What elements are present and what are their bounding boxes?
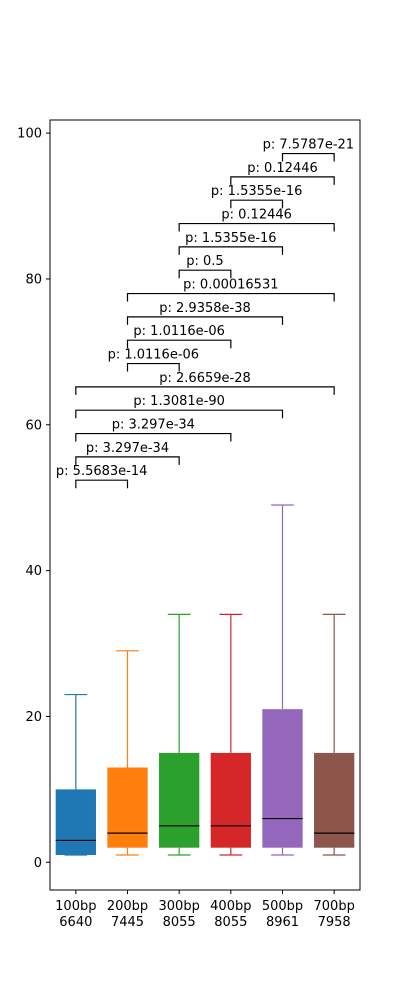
significance-bracket: [75, 409, 284, 419]
significance-bracket: [75, 479, 129, 489]
p-value-label: p: 1.3081e-90: [133, 394, 224, 409]
p-value-label: p: 5.5683e-14: [56, 464, 147, 479]
box-200bp: [107, 767, 148, 848]
x-tick-count-label: 8961: [266, 915, 299, 930]
p-value-label: p: 0.12446: [247, 161, 318, 176]
y-tick-label: 60: [25, 418, 42, 433]
x-tick-count-label: 7958: [318, 915, 351, 930]
x-tick-label: 200bp: [107, 899, 148, 914]
p-value-label: p: 1.0116e-06: [108, 348, 199, 363]
significance-bracket: [230, 176, 335, 185]
significance-bracket: [230, 199, 284, 209]
x-tick-label: 400bp: [210, 899, 251, 914]
p-value-label: p: 7.5787e-21: [263, 138, 354, 153]
y-tick-label: 0: [34, 856, 42, 871]
p-value-label: p: 3.297e-34: [112, 418, 195, 433]
box-layer: [55, 504, 355, 856]
x-tick-count-label: 8055: [163, 915, 196, 930]
significance-bracket: [126, 316, 284, 325]
significance-bracket: [75, 386, 335, 395]
p-value-label: p: 3.297e-34: [86, 441, 169, 456]
significance-bracket: [75, 456, 180, 465]
p-value-label: p: 2.6659e-28: [159, 371, 250, 386]
p-value-label: p: 0.5: [186, 254, 223, 269]
y-tick-label: 40: [25, 564, 42, 579]
x-tick-label: 100bp: [55, 899, 96, 914]
x-tick-count-label: 8055: [214, 915, 247, 930]
significance-bracket: [178, 222, 335, 232]
box-100bp: [55, 789, 96, 855]
significance-bracket: [126, 292, 335, 302]
p-value-label: p: 0.12446: [221, 208, 292, 223]
axes-frame: [49, 119, 361, 891]
p-value-label: p: 1.5355e-16: [185, 231, 276, 246]
significance-bracket: [281, 152, 335, 162]
box-400bp: [210, 752, 251, 848]
box-500bp: [262, 709, 303, 848]
x-tick-label: 700bp: [314, 899, 355, 914]
significance-bracket: [178, 269, 232, 279]
x-tick-count-label: 6640: [59, 915, 92, 930]
x-tick-count-label: 7445: [111, 915, 144, 930]
box-700bp: [314, 752, 355, 848]
axes-layer: 020406080100100bp6640200bp7445300bp80554…: [17, 119, 361, 930]
p-value-label: p: 1.5355e-16: [211, 184, 302, 199]
significance-bracket: [126, 339, 232, 349]
x-tick-label: 500bp: [262, 899, 303, 914]
y-tick-label: 20: [25, 710, 42, 725]
y-tick-label: 100: [17, 127, 42, 142]
box-300bp: [159, 752, 200, 848]
p-value-label: p: 0.00016531: [183, 278, 278, 293]
comparison-layer: p: 5.5683e-14 p: 3.297e-34 p: 3.297e-34 p: …: [56, 138, 354, 489]
significance-bracket: [126, 362, 180, 372]
x-tick-label: 300bp: [159, 899, 200, 914]
significance-bracket: [178, 246, 284, 255]
significance-bracket: [75, 432, 232, 442]
p-value-label: p: 2.9358e-38: [159, 301, 250, 316]
y-tick-label: 80: [25, 272, 42, 287]
p-value-label: p: 1.0116e-06: [133, 324, 224, 339]
